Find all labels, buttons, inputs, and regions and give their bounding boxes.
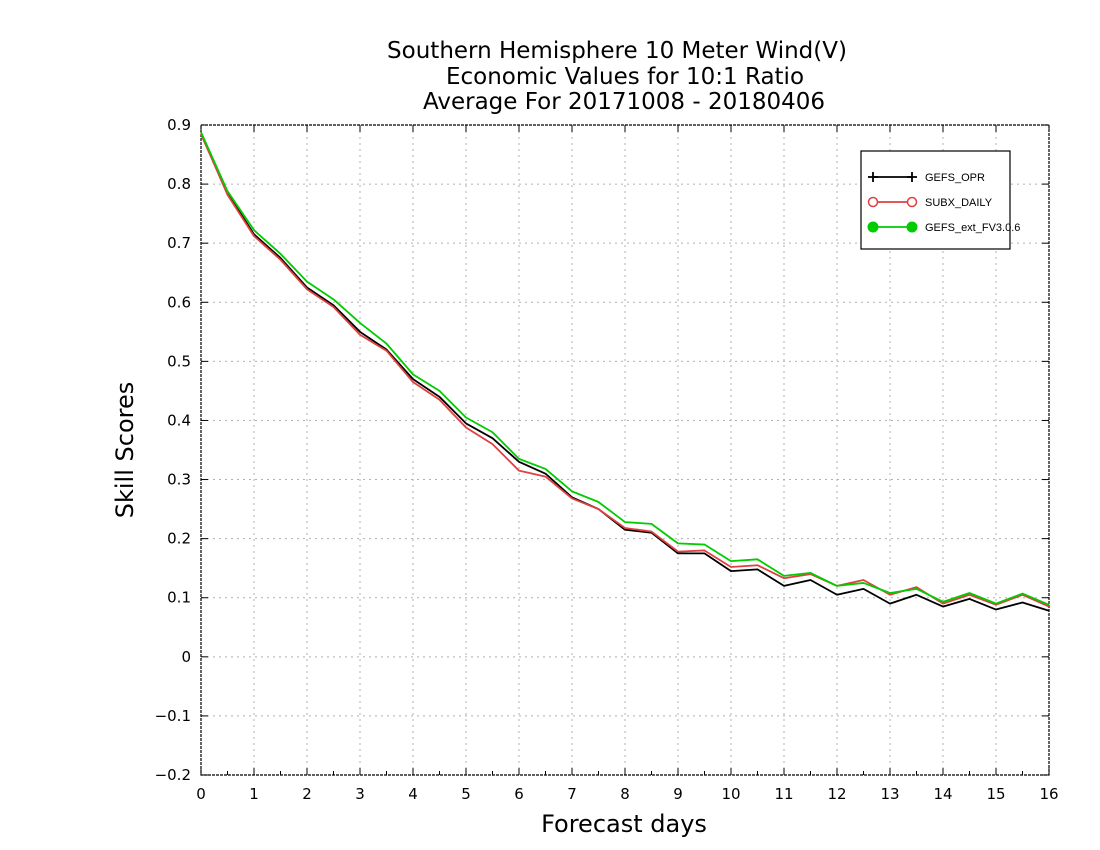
y-tick-label: 0.3: [167, 471, 191, 489]
x-tick-labels: 0 1 2 3 4 5 6 7 8 9 10 11 12 13 14 15 16: [196, 785, 1058, 803]
legend-marker-dot: [906, 221, 918, 233]
chart-title-line-2: Economic Values for 10:1 Ratio: [446, 64, 804, 90]
x-tick-label: 12: [827, 785, 846, 803]
series-lines: [200, 131, 1050, 612]
x-tick-label: 3: [355, 785, 365, 803]
x-tick-label: 2: [302, 785, 312, 803]
x-tick-label: 13: [880, 785, 899, 803]
x-tick-label: 16: [1039, 785, 1058, 803]
legend-marker-circle: [867, 196, 879, 208]
x-tick-label: 0: [196, 785, 206, 803]
legend-marker-dot: [867, 221, 879, 233]
axis-ticks: [200, 124, 1050, 776]
x-tick-label: 8: [620, 785, 630, 803]
x-tick-label: 10: [721, 785, 740, 803]
chart-title-line-3: Average For 20171008 - 20180406: [423, 89, 825, 115]
legend-item-subx-daily: SUBX_DAILY: [867, 196, 993, 209]
y-axis-label: Skill Scores: [111, 382, 139, 519]
x-tick-label: 7: [567, 785, 577, 803]
x-tick-label: 6: [514, 785, 524, 803]
x-tick-label: 15: [986, 785, 1005, 803]
legend: GEFS_OPR SUBX_DAILY GEFS_ext_FV3.0.6: [860, 150, 1020, 250]
y-tick-label: 0: [181, 648, 191, 666]
y-tick-label: 0.4: [167, 411, 191, 429]
legend-item-gefs-opr: GEFS_OPR: [868, 172, 985, 184]
x-tick-label: 14: [933, 785, 952, 803]
x-tick-label: 5: [461, 785, 471, 803]
y-tick-label: −0.1: [155, 707, 191, 725]
legend-box: [860, 150, 1011, 250]
y-tick-label: 0.1: [167, 589, 191, 607]
y-tick-label: 0.6: [167, 293, 191, 311]
legend-item-gefs-ext-fv3-0-6: GEFS_ext_FV3.0.6: [867, 221, 1020, 234]
legend-marker-circle: [906, 196, 918, 208]
y-tick-label: 0.8: [167, 175, 191, 193]
y-tick-label: −0.2: [155, 766, 191, 784]
chart-title-line-1: Southern Hemisphere 10 Meter Wind(V): [387, 38, 847, 64]
legend-label: SUBX_DAILY: [925, 197, 993, 209]
series-line-gefs-opr: [200, 133, 1050, 612]
y-tick-label: 0.5: [167, 352, 191, 370]
grid-lines: [201, 125, 1049, 775]
series-line-gefs-ext-fv3-0-6: [200, 131, 1050, 606]
x-axis-label: Forecast days: [541, 810, 707, 838]
x-tick-label: 1: [249, 785, 259, 803]
y-tick-label: 0.9: [167, 116, 191, 134]
legend-label: GEFS_OPR: [925, 172, 985, 184]
legend-label: GEFS_ext_FV3.0.6: [925, 222, 1020, 234]
x-tick-label: 11: [774, 785, 793, 803]
y-tick-label: 0.7: [167, 234, 191, 252]
y-tick-label: 0.2: [167, 530, 191, 548]
y-tick-labels: 0.9 0.8 0.7 0.6 0.5 0.4 0.3 0.2 0.1 0 −0.1 −0.2: [155, 116, 191, 784]
x-tick-label: 4: [408, 785, 418, 803]
x-tick-label: 9: [673, 785, 683, 803]
